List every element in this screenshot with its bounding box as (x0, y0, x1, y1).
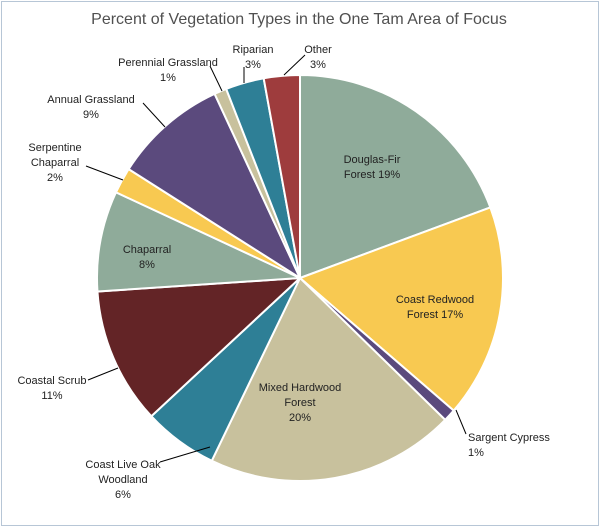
pie-slice (96, 190, 301, 293)
slice-label: Mixed Hardwood Forest 20% (259, 382, 342, 424)
slice-label: Annual Grassland 9% (47, 94, 134, 121)
leader-line (142, 102, 166, 128)
leader-line (85, 165, 124, 181)
leader-line (455, 409, 467, 435)
leader-line (283, 54, 306, 76)
leader-line (87, 367, 119, 381)
pie-slice (210, 276, 447, 482)
pie-slice (298, 206, 504, 413)
slice-label: Coast Live Oak Woodland 6% (85, 459, 161, 501)
pie-slice (127, 92, 303, 281)
leader-line (209, 65, 223, 92)
slice-label: Other 3% (304, 44, 332, 71)
pie-slice (299, 73, 492, 280)
slice-label: Riparian 3% (233, 44, 274, 71)
slice-label: Coast Redwood Forest 17% (396, 294, 474, 321)
slice-label: Chaparral 8% (123, 244, 171, 271)
slice-label: Serpentine Chaparral 2% (28, 142, 81, 184)
slice-label: Perennial Grassland 1% (118, 57, 218, 84)
pie-slice (262, 73, 301, 279)
slice-label: Douglas-Fir Forest 19% (344, 154, 401, 181)
leader-line (159, 446, 211, 463)
slice-label: Coastal Scrub 11% (17, 375, 86, 402)
slice-label: Sargent Cypress 1% (468, 432, 550, 459)
chart-title: Percent of Vegetation Types in the One T… (91, 11, 507, 28)
pie-slice (96, 276, 303, 418)
